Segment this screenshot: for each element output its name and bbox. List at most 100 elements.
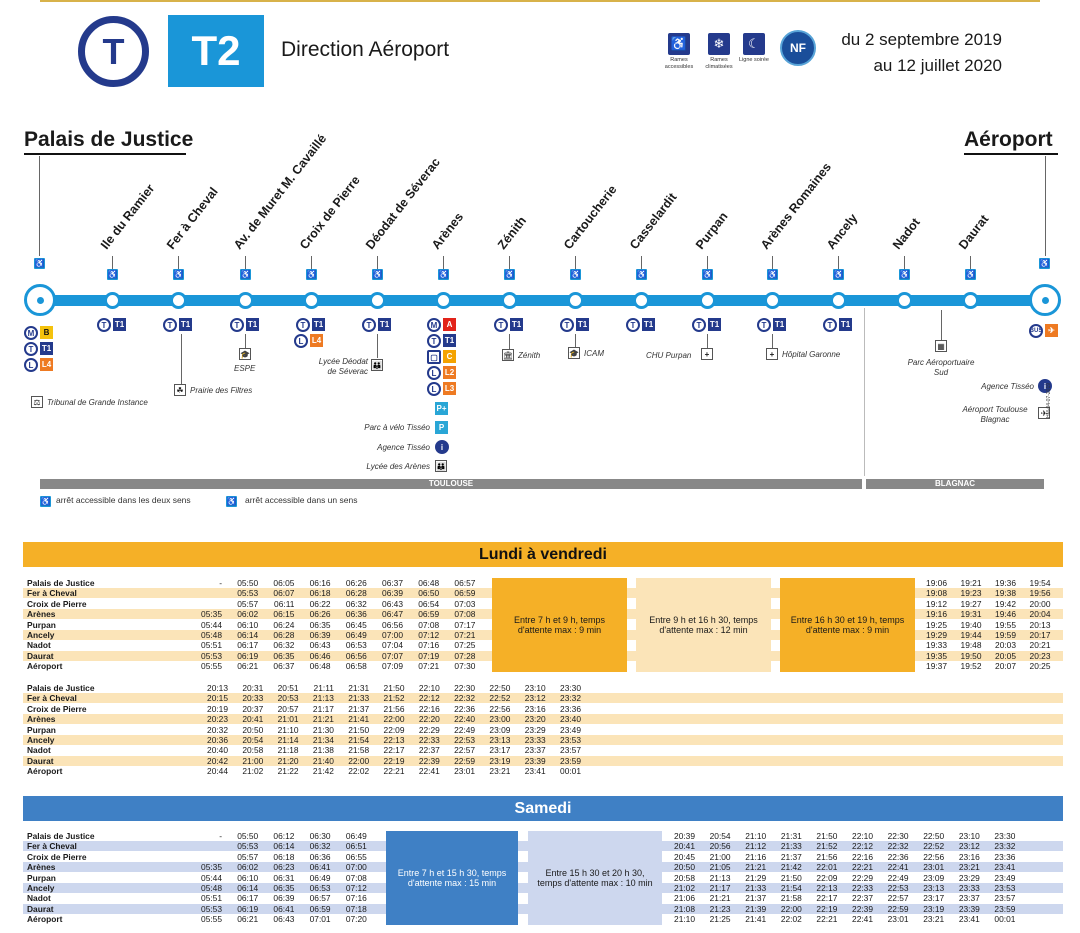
departure-time: 22:02 [348, 766, 370, 777]
wheelchair-icon: ♿ [173, 269, 184, 280]
departure-time: 05:44 [201, 872, 222, 883]
tram-t1-badge: T1 [246, 318, 259, 331]
departure-time: 00:01 [994, 914, 1016, 925]
departure-time: 22:00 [780, 903, 802, 914]
stop-name: Ancely [823, 211, 861, 252]
departure-column: 21:10 21:12 21:16 21:21 21:29 21:33 21:37 21:39… [736, 831, 766, 925]
linebus-icon: L [427, 382, 441, 396]
departure-time: 22:57 [454, 745, 476, 756]
departure-time: 22:59 [454, 755, 476, 766]
tram-t1-badge: T1 [443, 334, 456, 347]
station-name: Purpan [27, 619, 56, 630]
tram-t1-badge: T1 [839, 318, 852, 331]
departure-time: 20:05 [995, 650, 1016, 661]
departure-time: 06:58 [345, 661, 367, 672]
stop-name: Daurat [955, 212, 992, 252]
station-name: Aéroport [27, 914, 63, 925]
station-name: Nadot [27, 745, 51, 756]
tram-t1-badge: T1 [378, 318, 391, 331]
departure-time: 21:10 [674, 914, 695, 925]
departure-time: 06:37 [382, 578, 403, 588]
departure-time: 22:19 [816, 903, 838, 914]
departure-time: 22:36 [887, 851, 909, 862]
departure-time: 05:53 [201, 650, 222, 661]
departure-time: 23:36 [994, 851, 1016, 862]
departure-time: 21:54 [780, 883, 802, 894]
tram-icon: T [230, 318, 244, 332]
departure-time: 21:58 [780, 893, 802, 904]
departure-time: 06:05 [273, 578, 295, 588]
departure-time: 06:56 [382, 619, 403, 630]
tram-icon: T [692, 318, 706, 332]
departure-time: 06:48 [309, 661, 331, 672]
departure-time: 23:16 [958, 851, 980, 862]
departure-time: 21:21 [312, 714, 334, 725]
departure-time: 22:40 [454, 714, 476, 725]
departure-time: 20:54 [709, 831, 731, 841]
departure-time: 07:00 [345, 862, 367, 873]
station-name: Croix de Pierre [27, 851, 87, 862]
departure-time: 22:37 [418, 745, 440, 756]
metro-icon: M [427, 318, 441, 332]
departure-time: 22:30 [887, 831, 909, 841]
departure-time: 06:21 [237, 661, 259, 672]
departure-time: 23:17 [489, 745, 511, 756]
stop-name: Arènes Romaines [757, 160, 835, 252]
poi-leader [245, 334, 246, 348]
departure-time: 19:52 [960, 661, 982, 672]
departure-time: 06:16 [309, 578, 331, 588]
departure-column: 22:50 22:52 22:56 23:01 23:09 23:13 23:17 23:19… [914, 831, 944, 925]
departure-time: 21:50 [816, 831, 838, 841]
departure-time: 22:21 [383, 766, 405, 777]
departure-time: 05:35 [201, 609, 222, 620]
departure-time: 06:18 [273, 851, 295, 862]
linebus-icon: L [294, 334, 308, 348]
departure-time: 22:09 [816, 872, 838, 883]
departure-time: 22:53 [454, 735, 476, 746]
departure-time: 20:51 [277, 683, 299, 693]
departure-time: 06:11 [274, 598, 295, 609]
departure-time: 23:21 [489, 766, 511, 777]
departure-time: 20:53 [277, 693, 299, 704]
departure-column: 06:49 06:51 06:55 07:00 07:08 07:12 07:16 07:18… [337, 831, 367, 925]
departure-column: 19:21 19:23 19:27 19:31 19:40 19:44 19:48 19:50… [952, 578, 982, 672]
departure-time: 21:54 [348, 735, 370, 746]
court-icon: ⚖ [31, 396, 43, 408]
departure-time: 05:53 [237, 588, 259, 599]
wheelchair-icon: ♿ [438, 269, 449, 280]
departure-time: 07:20 [345, 914, 367, 925]
tram-t1-badge: T1 [773, 318, 786, 331]
departure-time: 22:33 [418, 735, 440, 746]
tram-t1-badge: T1 [708, 318, 721, 331]
stop-name: Croix de Pierre [296, 173, 363, 252]
departure-time: 21:02 [242, 766, 264, 777]
departure-time: 19:16 [926, 609, 947, 620]
departure-time: 23:49 [560, 724, 581, 735]
departure-time: 22:50 [923, 831, 945, 841]
departure-time: 23:01 [923, 862, 945, 873]
departure-time: 23:41 [524, 766, 546, 777]
line-badge: T2 [168, 15, 264, 87]
departure-time: 06:32 [273, 640, 295, 651]
departure-time: 23:13 [923, 883, 945, 894]
poi-leader [181, 334, 182, 384]
tisseo-logo-icon: T [78, 16, 149, 87]
departure-time: 06:07 [273, 588, 295, 599]
departure-time: 23:01 [887, 914, 909, 925]
departure-time: 06:30 [309, 831, 331, 841]
poi-leader [377, 334, 378, 358]
departure-time: 06:41 [309, 862, 331, 873]
departure-column: 22:50 22:52 22:56 23:00 23:09 23:13 23:17 23:19… [480, 683, 510, 777]
terminus-underline [964, 153, 1058, 155]
departure-time: 06:32 [345, 598, 367, 609]
service-label: Rames accessibles [664, 57, 694, 70]
departure-time: 06:45 [345, 619, 367, 630]
departure-time: 06:51 [345, 841, 367, 852]
departure-time: 06:32 [309, 841, 331, 852]
departure-time: 22:49 [454, 724, 476, 735]
stop-leader [311, 256, 312, 269]
stop-leader [772, 256, 773, 269]
poi-label: Zénith [518, 350, 541, 360]
station-name: Ancely [27, 883, 55, 894]
stop-leader [112, 256, 113, 269]
